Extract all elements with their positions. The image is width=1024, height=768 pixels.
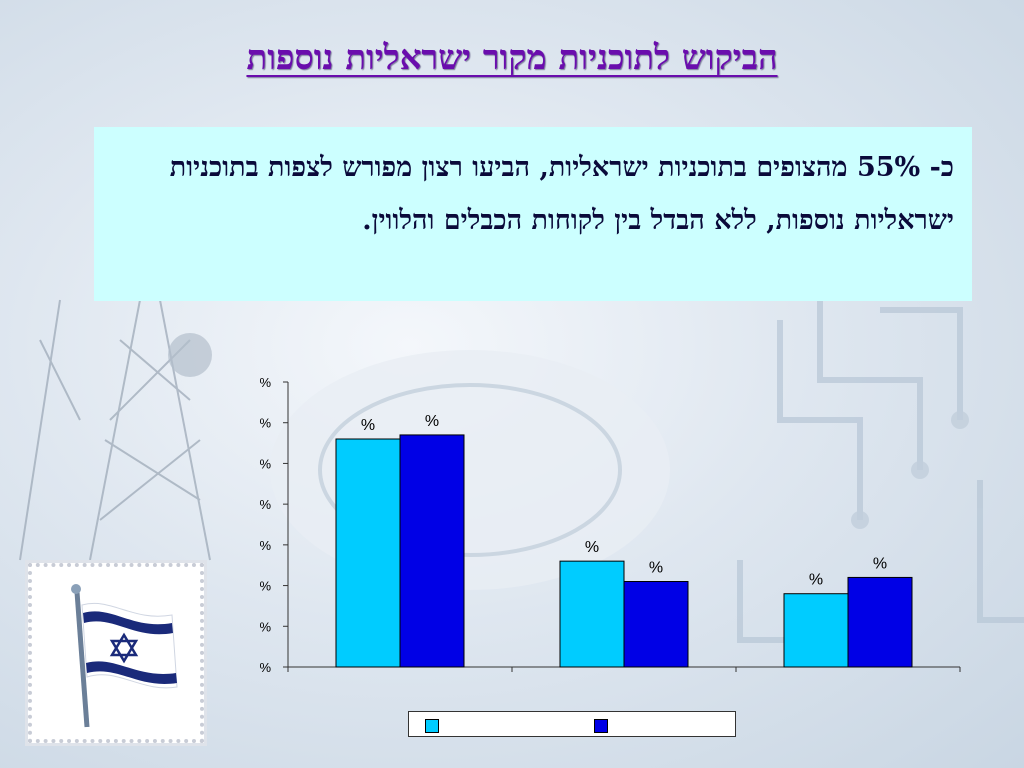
y-tick-label: % — [259, 456, 271, 471]
legend-swatch-series-2 — [594, 719, 608, 733]
data-label: % — [425, 413, 439, 430]
data-label: % — [585, 539, 599, 556]
y-tick-label: % — [259, 579, 271, 594]
y-tick-label: % — [259, 538, 271, 553]
y-tick-label: % — [259, 619, 271, 634]
y-tick-label: % — [259, 375, 271, 390]
y-tick-label: % — [259, 416, 271, 431]
slide-title: הביקוש לתוכניות מקור ישראליות נוספות — [246, 38, 778, 78]
y-tick-label: % — [259, 660, 271, 675]
flag-picture-frame — [28, 563, 204, 743]
israel-flag-icon — [71, 584, 178, 728]
bar-series-1-cat-1 — [335, 438, 401, 668]
bar-series-1-cat-3 — [783, 593, 849, 668]
bar-series-2-cat-3 — [847, 576, 913, 668]
summary-text-box: כ- 55% מהצופים בתוכניות ישראליות, הביעו … — [94, 127, 972, 301]
summary-text: כ- 55% מהצופים בתוכניות ישראליות, הביעו … — [169, 152, 954, 236]
data-label: % — [361, 417, 375, 434]
data-label: % — [873, 555, 887, 572]
data-label: % — [649, 560, 663, 577]
y-tick-label: % — [259, 497, 271, 512]
bar-series-1-cat-2 — [559, 560, 625, 668]
chart-legend — [408, 711, 736, 737]
data-label: % — [809, 572, 823, 589]
bar-series-2-cat-1 — [399, 434, 465, 668]
bar-series-2-cat-2 — [623, 581, 689, 668]
legend-swatch-series-1 — [425, 719, 439, 733]
